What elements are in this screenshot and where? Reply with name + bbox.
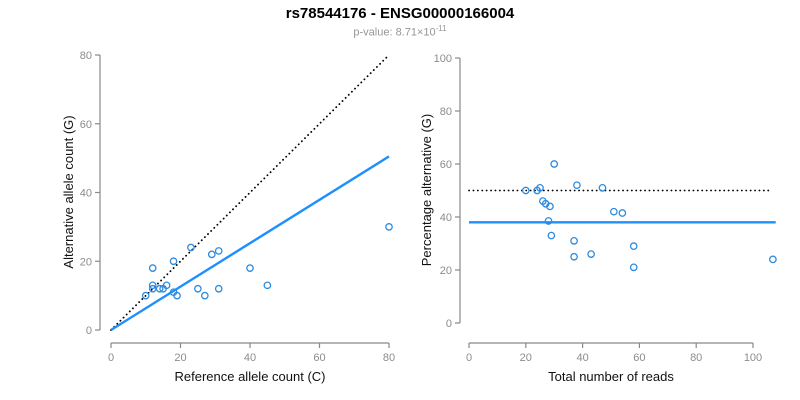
data-point [385,223,393,231]
x-tick-label: 80 [690,352,702,364]
percentage-scatter: 0 20 40 60 80 100 0 20 40 60 80 100 Total number of … [419,53,777,384]
x-tick-label: 60 [633,352,645,364]
data-point [546,202,554,211]
data-point [587,250,595,258]
x-tick-label: 20 [520,352,532,364]
y-tick-label: 80 [80,50,92,62]
data-point [544,217,553,225]
x-tick-label: 60 [313,352,325,364]
data-point [200,291,209,300]
x-tick-label: 40 [576,352,588,364]
plot-subtitle: p-value: 8.71×10-11 [0,24,800,39]
data-point [609,207,618,216]
x-tick-label: 80 [383,352,395,364]
y-tick-label: 80 [440,106,452,118]
x-tick-label: 20 [174,352,186,364]
allele-count-scatter: 0 20 40 60 80 0 20 40 60 80 Reference allele count… [61,50,395,384]
y-tick-label: 0 [446,318,452,330]
data-point [769,255,777,264]
data-point [573,181,581,190]
p-value-exponent: -11 [435,24,447,33]
y-tick-label: 60 [80,119,92,131]
data-point [536,184,544,192]
data-point [263,281,272,290]
data-point [629,263,638,272]
x-tick-label: 100 [744,352,762,364]
data-point [169,257,178,266]
data-point [148,264,157,272]
data-point [162,281,171,290]
data-point [521,186,530,195]
data-point [214,247,223,255]
x-axis-title: Total number of reads [548,369,674,384]
regression-line [110,155,390,332]
y-tick-label: 60 [440,159,452,171]
data-point [141,291,150,300]
data-point [173,291,181,300]
data-point [214,284,223,293]
identity-line [110,54,390,331]
data-point [618,209,627,217]
data-point [570,237,578,245]
data-point [570,252,578,261]
y-axis-title: Percentage alternative (G) [419,114,434,266]
data-point [629,242,638,250]
data-point [598,184,607,192]
y-tick-label: 40 [80,188,92,200]
y-tick-label: 20 [440,265,452,277]
data-point [550,160,559,168]
data-point [246,264,254,272]
data-point [194,284,202,293]
p-value-text: p-value: 8.71×10 [353,26,436,39]
y-tick-label: 40 [440,212,452,224]
y-tick-label: 20 [80,256,92,268]
data-point [207,250,216,259]
data-point [148,281,157,290]
x-tick-label: 0 [466,352,472,364]
data-point [187,243,195,252]
x-tick-label: 40 [244,352,256,364]
y-tick-label: 0 [86,325,92,337]
y-axis-title: Alternative allele count (G) [61,115,76,268]
plot-title: rs78544176 - ENSG00000166004 [285,5,515,22]
x-axis-title: Reference allele count (C) [174,369,325,384]
data-point [155,284,164,293]
y-tick-label: 100 [434,53,452,65]
x-tick-label: 0 [108,352,114,364]
data-point [547,231,556,240]
